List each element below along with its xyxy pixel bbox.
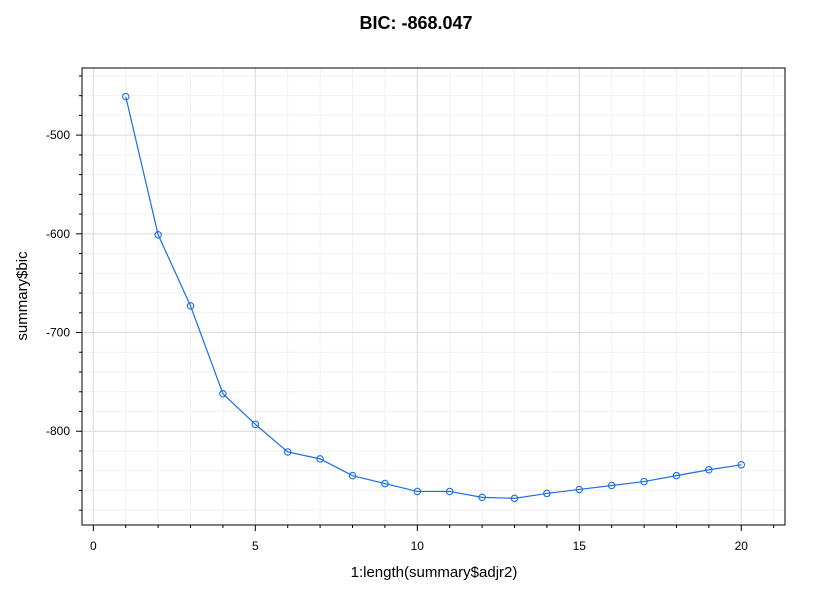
x-tick-label: 10 [411,539,425,553]
grid [82,68,785,525]
data-point [316,455,324,463]
y-tick-label: -600 [46,227,70,241]
data-point [154,231,162,239]
y-axis-label: summary$bic [14,251,31,341]
axes: 0 5 10 15 20 -500 -600 -700 -800 [46,75,775,553]
data-point [510,494,519,503]
data-point [705,465,713,474]
data-point [607,481,616,490]
data-point [478,493,486,502]
y-tick-label: -700 [46,326,70,340]
data-point [413,487,422,496]
data-point [543,489,551,498]
y-tick-label: -800 [46,424,70,438]
series [121,92,746,503]
x-tick-label: 0 [90,539,97,553]
data-point [672,471,681,480]
data-point [186,302,195,310]
series-line [125,96,742,499]
x-tick-label: 20 [735,539,749,553]
data-point [251,420,260,429]
data-point [219,389,227,398]
data-point [575,485,584,494]
data-point [640,477,648,486]
y-tick-label: -500 [46,128,70,142]
plot-frame [81,67,786,526]
x-tick-label: 5 [252,539,259,553]
data-point [381,479,389,488]
data-point [121,92,130,101]
data-point [737,461,746,469]
data-point [283,448,292,456]
x-tick-label: 15 [573,539,587,553]
x-axis-label: 1:length(summary$adjr2) [351,564,518,581]
data-point [445,487,454,496]
chart-title: BIC: -868.047 [359,13,472,33]
data-point [348,471,357,480]
